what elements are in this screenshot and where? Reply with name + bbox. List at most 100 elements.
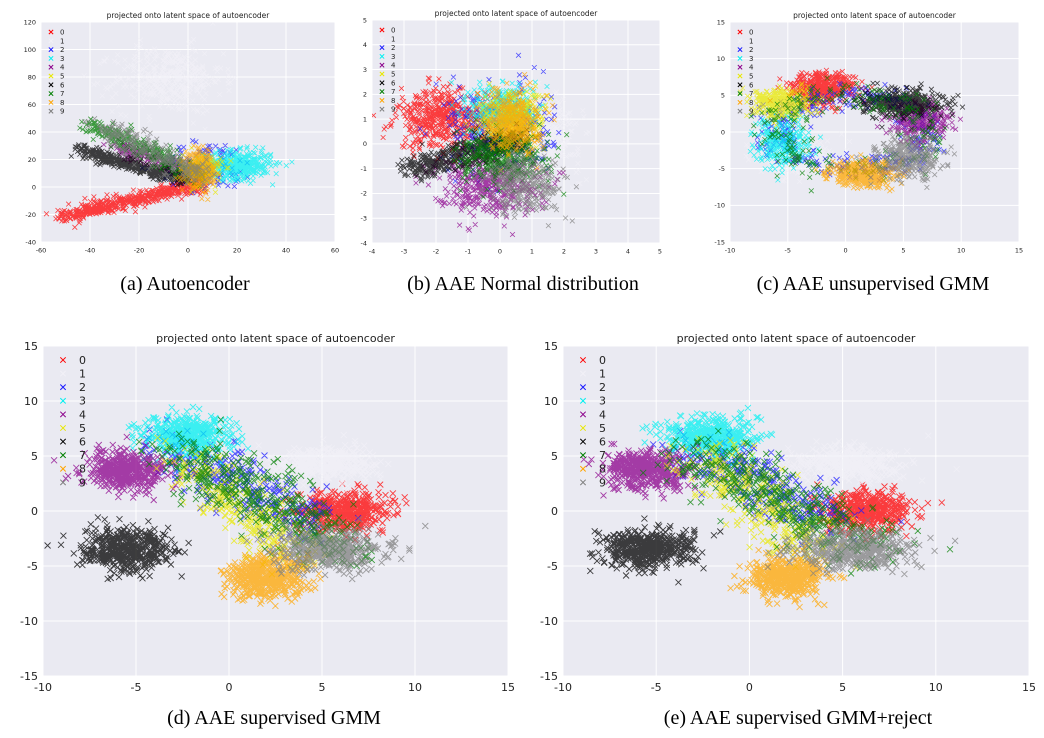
x-tick-label: -3 bbox=[401, 248, 407, 256]
legend-label-1: 1 bbox=[391, 35, 395, 43]
x-tick-label: -5 bbox=[131, 681, 142, 694]
legend-marker-0 bbox=[59, 356, 67, 364]
y-tick-label: -15 bbox=[20, 670, 38, 683]
y-tick-label: -10 bbox=[20, 615, 38, 628]
series-points-9 bbox=[82, 115, 217, 187]
legend-marker-2 bbox=[579, 384, 587, 391]
legend-label-3: 3 bbox=[79, 395, 86, 408]
series-9 bbox=[463, 140, 580, 229]
panel-a: -60 -40 -20 0 20 40 60-40-20020406080100120pro… bbox=[24, 11, 340, 295]
legend-marker-1 bbox=[579, 370, 587, 377]
legend-label-3: 3 bbox=[60, 55, 64, 63]
legend-marker-8 bbox=[59, 465, 67, 472]
legend-label-8: 8 bbox=[60, 99, 64, 107]
series-points-9 bbox=[463, 140, 580, 229]
x-tick-label: 0 bbox=[746, 681, 753, 694]
y-tick-label: 5 bbox=[31, 450, 38, 463]
legend-label-5: 5 bbox=[79, 422, 86, 435]
series-points-0 bbox=[43, 174, 212, 230]
legend-marker-3 bbox=[737, 55, 743, 61]
legend-marker-9 bbox=[379, 106, 385, 112]
points-layer bbox=[372, 52, 592, 238]
legend-marker-6 bbox=[737, 82, 743, 88]
chart-title: projected onto latent space of autoencod… bbox=[677, 332, 916, 345]
y-tick-label: 5 bbox=[363, 16, 367, 24]
series-points-6 bbox=[586, 515, 724, 586]
y-tick-label: 10 bbox=[717, 55, 725, 63]
series-9 bbox=[243, 515, 429, 583]
series-9 bbox=[82, 115, 217, 187]
legend-marker-5 bbox=[48, 73, 54, 79]
x-tick-label: 0 bbox=[226, 681, 233, 694]
y-tick-label: -1 bbox=[361, 165, 367, 173]
x-tick-label: 4 bbox=[626, 248, 630, 256]
legend-label-1: 1 bbox=[79, 367, 86, 380]
x-tick-label: 1 bbox=[530, 248, 534, 256]
legend-marker-8 bbox=[579, 465, 587, 472]
y-tick-label: 0 bbox=[363, 140, 367, 148]
x-tick-label: 3 bbox=[594, 248, 598, 256]
series-points-1 bbox=[81, 22, 238, 132]
y-tick-label: 5 bbox=[721, 92, 725, 100]
x-tick-label: 60 bbox=[331, 247, 339, 255]
legend-label-7: 7 bbox=[391, 88, 395, 96]
legend-label-3: 3 bbox=[749, 55, 753, 63]
y-tick-label: 20 bbox=[28, 156, 36, 164]
legend-marker-1 bbox=[48, 38, 54, 44]
y-tick-label: 80 bbox=[28, 73, 36, 81]
x-tick-label: 0 bbox=[498, 248, 502, 256]
y-tick-label: 0 bbox=[721, 128, 725, 136]
legend-label-8: 8 bbox=[79, 463, 86, 476]
series-4 bbox=[580, 440, 706, 502]
series-4 bbox=[50, 433, 199, 504]
legend-marker-1 bbox=[379, 36, 385, 42]
legend-label-6: 6 bbox=[60, 81, 65, 89]
y-tick-label: 60 bbox=[28, 101, 36, 109]
y-tick-label: 2 bbox=[363, 91, 367, 99]
y-tick-label: -10 bbox=[540, 615, 558, 628]
legend-label-0: 0 bbox=[391, 26, 395, 34]
y-tick-label: -10 bbox=[714, 202, 725, 210]
series-points-9 bbox=[853, 128, 958, 191]
legend-marker-1 bbox=[737, 38, 743, 44]
x-tick-label: -1 bbox=[465, 248, 471, 256]
legend-label-0: 0 bbox=[749, 28, 753, 36]
legend-label-2: 2 bbox=[599, 381, 606, 394]
panel-caption: (a) Autoencoder bbox=[120, 273, 250, 295]
legend-marker-3 bbox=[59, 397, 67, 404]
legend-label-4: 4 bbox=[60, 64, 65, 72]
x-tick-label: -20 bbox=[134, 247, 145, 255]
y-tick-label: 15 bbox=[24, 340, 38, 353]
x-tick-label: 5 bbox=[839, 681, 846, 694]
x-tick-label: 10 bbox=[957, 247, 965, 255]
y-tick-label: -15 bbox=[540, 670, 558, 683]
y-tick-label: -15 bbox=[714, 238, 725, 246]
legend-label-6: 6 bbox=[391, 79, 396, 87]
legend-label-9: 9 bbox=[60, 108, 64, 116]
y-tick-label: 120 bbox=[24, 18, 36, 26]
legend-marker-5 bbox=[59, 424, 67, 432]
legend-marker-2 bbox=[48, 47, 54, 53]
y-tick-label: 10 bbox=[544, 395, 558, 408]
legend-marker-7 bbox=[737, 91, 743, 97]
legend-marker-9 bbox=[737, 108, 743, 114]
legend-label-8: 8 bbox=[599, 463, 606, 476]
legend-label-5: 5 bbox=[391, 70, 395, 78]
legend-label-9: 9 bbox=[391, 106, 395, 114]
x-tick-label: -5 bbox=[651, 681, 662, 694]
legend-marker-9 bbox=[48, 108, 54, 114]
legend-label-8: 8 bbox=[749, 99, 753, 107]
y-tick-label: 100 bbox=[24, 46, 36, 54]
legend-marker-8 bbox=[379, 97, 385, 103]
legend-label-4: 4 bbox=[79, 408, 86, 421]
series-points-8 bbox=[727, 542, 848, 611]
legend-marker-5 bbox=[579, 424, 587, 432]
legend-label-2: 2 bbox=[60, 46, 64, 54]
chart-title: projected onto latent space of autoencod… bbox=[793, 11, 957, 20]
legend-marker-7 bbox=[48, 91, 54, 97]
legend-label-6: 6 bbox=[79, 435, 86, 448]
